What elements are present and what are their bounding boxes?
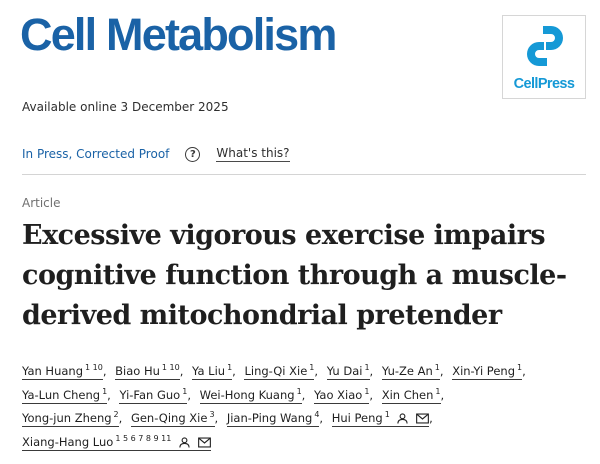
cellpress-logo[interactable]: CellPress: [502, 15, 586, 99]
author-line: Yong-jun Zheng 2, Gen-Qing Xie 3, Jian-Pin…: [22, 407, 597, 431]
author-link[interactable]: Jian-Ping Wang 4: [226, 407, 320, 427]
title-line: Excessive vigorous exercise impairs: [22, 220, 546, 251]
author-link[interactable]: Yu-Ze An 1: [381, 360, 440, 380]
author-link[interactable]: Wei-Hong Kuang 1: [199, 384, 302, 404]
author-link[interactable]: Biao Hu 1 10: [115, 360, 180, 380]
author-link[interactable]: Yi-Fan Guo 1: [119, 384, 188, 404]
mail-icon: [197, 436, 211, 448]
divider: [22, 174, 586, 175]
author-line: Ya-Lun Cheng 1, Yi-Fan Guo 1, Wei-Hong Kua…: [22, 384, 597, 408]
author-link[interactable]: Yu Dai 1: [326, 360, 370, 380]
title-line: cognitive function through a muscle-: [22, 260, 567, 291]
article-status-row: In Press, Corrected Proof ? What's this?: [22, 146, 290, 162]
author-link[interactable]: Yao Xiao 1: [313, 384, 370, 404]
mail-icon: [416, 413, 430, 424]
author-link[interactable]: Yong-jun Zheng 2: [22, 407, 119, 427]
author-list: Yan Huang 1 10, Biao Hu 1 10, Ya Liu 1, Lin…: [22, 360, 597, 454]
author-link[interactable]: Ya Liu 1: [192, 360, 233, 380]
author-link[interactable]: Xin Chen 1: [381, 384, 441, 404]
person-icon: [179, 436, 190, 448]
journal-title[interactable]: Cell Metabolism: [20, 9, 337, 60]
author-line: Xiang-Hang Luo 1 5 6 7 8 9 11: [22, 431, 597, 455]
question-circle-icon[interactable]: ?: [185, 146, 201, 162]
author-link[interactable]: Ya-Lun Cheng 1: [22, 384, 108, 404]
author-link[interactable]: Yan Huang 1 10: [22, 360, 103, 380]
availability-date: Available online 3 December 2025: [22, 100, 229, 114]
status-label[interactable]: In Press, Corrected Proof: [22, 147, 170, 161]
author-link[interactable]: Xin-Yi Peng 1: [452, 360, 523, 380]
author-link[interactable]: Ling-Qi Xie 1: [244, 360, 315, 380]
article-type: Article: [22, 196, 61, 210]
author-link[interactable]: Gen-Qing Xie 3: [130, 407, 215, 427]
person-icon: [397, 413, 409, 424]
author-link-corresponding[interactable]: Hui Peng 1: [331, 407, 430, 427]
cellpress-wordmark: CellPress: [513, 76, 575, 92]
title-line: derived mitochondrial pretender: [22, 300, 502, 331]
whats-this-link[interactable]: What's this?: [216, 146, 290, 162]
author-link-corresponding[interactable]: Xiang-Hang Luo 1 5 6 7 8 9 11: [22, 431, 211, 451]
article-title: Excessive vigorous exercise impairs cogn…: [22, 216, 592, 336]
author-line: Yan Huang 1 10, Biao Hu 1 10, Ya Liu 1, Lin…: [22, 360, 597, 384]
cellpress-emblem-icon: [527, 26, 563, 66]
